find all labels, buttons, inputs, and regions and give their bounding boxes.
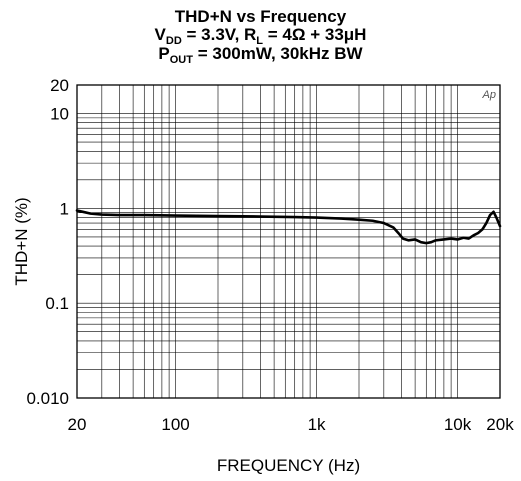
- x-tick-label: 10k: [444, 415, 472, 434]
- x-tick-label: 1k: [308, 415, 326, 434]
- chart-series: [75, 209, 502, 245]
- chart-title-line-3: POUT = 300mW, 30kHz BW: [158, 44, 363, 66]
- y-tick-label: 0.1: [45, 294, 69, 313]
- ap-watermark: Ap: [482, 89, 496, 101]
- chart-title-line-2: VDD = 3.3V, RL = 4Ω + 33μH: [154, 25, 367, 47]
- x-tick-label: 20k: [486, 415, 514, 434]
- plot-frame: [76, 84, 501, 399]
- y-axis-label: THD+N (%): [12, 197, 31, 285]
- y-tick-label: 1: [60, 199, 69, 218]
- x-tick-label: 20: [68, 415, 87, 434]
- chart-title-line-1: THD+N vs Frequency: [174, 7, 347, 26]
- x-tick-labels: 20 100 1k 10k 20k: [68, 415, 515, 434]
- y-tick-labels: 20 10 1 0.1 0.010: [26, 76, 69, 408]
- y-tick-label: 10: [50, 105, 69, 124]
- chart-grid: [77, 85, 500, 398]
- y-tick-label: 20: [50, 76, 69, 95]
- series-line-1: [75, 209, 502, 245]
- y-tick-label: 0.010: [26, 389, 69, 408]
- x-tick-label: 100: [161, 415, 189, 434]
- x-axis-label: FREQUENCY (Hz): [217, 456, 360, 475]
